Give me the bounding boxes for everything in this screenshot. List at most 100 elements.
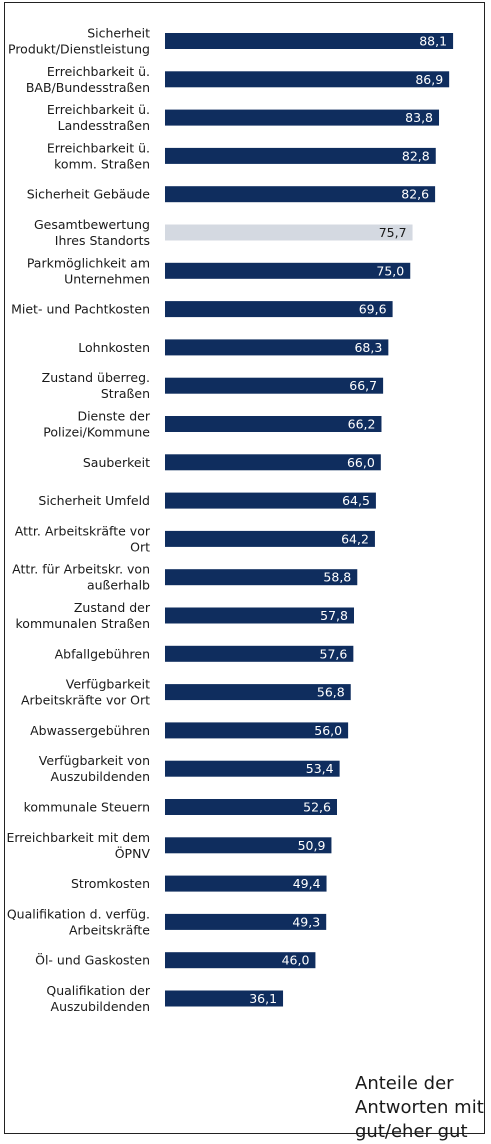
category-label: Auszubildenden xyxy=(51,769,150,784)
bar xyxy=(165,913,327,930)
category-label: Arbeitskräfte xyxy=(69,922,150,937)
bar xyxy=(165,301,393,318)
bar xyxy=(165,71,450,88)
bar xyxy=(165,875,327,892)
bar-value-label: 64,5 xyxy=(342,493,370,508)
bar-value-label: 52,6 xyxy=(303,800,331,815)
chart-note-line: Antworten mit xyxy=(355,1097,484,1118)
category-label: Auszubildenden xyxy=(51,999,150,1014)
bar-value-label: 66,2 xyxy=(348,417,376,432)
bar xyxy=(165,607,355,624)
bar xyxy=(165,109,440,126)
category-label: Erreichbarkeit mit dem xyxy=(6,830,150,845)
bar-value-label: 46,0 xyxy=(282,953,310,968)
bar-value-label: 86,9 xyxy=(415,72,443,87)
bar xyxy=(165,722,349,739)
bar-value-label: 53,4 xyxy=(306,761,334,776)
category-label: ÖPNV xyxy=(115,845,151,861)
bar-value-label: 56,0 xyxy=(314,723,342,738)
bar-value-label: 88,1 xyxy=(419,34,447,49)
bar-value-label: 49,3 xyxy=(292,914,320,929)
bar-value-label: 82,8 xyxy=(402,148,430,163)
category-label: Sicherheit Umfeld xyxy=(38,493,150,508)
category-label: Straßen xyxy=(101,386,150,401)
bar-value-label: 58,8 xyxy=(323,570,351,585)
chart-note-line: gut/eher gut xyxy=(355,1121,468,1142)
category-label: Polizei/Kommune xyxy=(43,425,150,440)
category-label: Öl- und Gaskosten xyxy=(35,952,150,968)
chart-note-line: Anteile der xyxy=(355,1073,454,1094)
bar xyxy=(165,454,381,471)
bar xyxy=(165,760,340,777)
bar xyxy=(165,684,351,701)
bar xyxy=(165,262,411,279)
category-label: Attr. Arbeitskräfte vor xyxy=(15,523,151,538)
bar xyxy=(165,147,436,164)
category-label: Gesamtbewertung xyxy=(34,217,150,232)
category-label: Verfügbarkeit von xyxy=(39,753,150,768)
category-label: Zustand überreg. xyxy=(42,370,150,385)
bar xyxy=(165,799,338,815)
category-label: Erreichbarkeit ü. xyxy=(47,102,150,117)
category-label: Abwassergebühren xyxy=(30,723,150,738)
category-label: Unternehmen xyxy=(64,271,150,286)
category-label: Qualifikation d. verfüg. xyxy=(7,906,150,921)
category-label: Zustand der xyxy=(74,600,151,615)
category-label: kommunalen Straßen xyxy=(16,616,150,631)
bar xyxy=(165,645,354,662)
bar xyxy=(165,33,454,49)
bar xyxy=(165,416,382,432)
category-label: Lohnkosten xyxy=(78,340,150,355)
category-label: Verfügbarkeit xyxy=(66,677,150,692)
category-label: Erreichbarkeit ü. xyxy=(47,64,150,79)
bar-value-label: 83,8 xyxy=(405,110,433,125)
bar-value-label: 68,3 xyxy=(354,340,382,355)
category-label: komm. Straßen xyxy=(54,156,150,171)
category-label: Dienste der xyxy=(77,409,150,424)
bar-value-label: 66,7 xyxy=(349,378,377,393)
bar-value-label: 36,1 xyxy=(249,991,277,1006)
category-label: Erreichbarkeit ü. xyxy=(47,140,150,155)
bar-value-label: 50,9 xyxy=(298,838,326,853)
bar-value-label: 64,2 xyxy=(341,531,369,546)
chart-note: Anteile der Antworten mit gut/eher gut xyxy=(355,1072,485,1144)
category-label: Landesstraßen xyxy=(58,118,150,133)
bar xyxy=(165,224,413,241)
bar xyxy=(165,492,376,509)
bar-value-label: 57,8 xyxy=(320,608,348,623)
category-label: Abfallgebühren xyxy=(55,646,150,661)
bar xyxy=(165,952,316,969)
category-label: Parkmöglichkeit am xyxy=(27,255,150,270)
category-label: außerhalb xyxy=(87,578,150,593)
bar xyxy=(165,186,436,203)
bar-value-label: 49,4 xyxy=(293,876,321,891)
bar xyxy=(165,377,384,394)
bar xyxy=(165,990,284,1007)
category-label: Arbeitskräfte vor Ort xyxy=(21,693,150,708)
category-label: Qualifikation der xyxy=(46,983,150,998)
bar-value-label: 75,7 xyxy=(379,225,407,240)
category-label: Miet- und Pachtkosten xyxy=(11,302,150,317)
category-label: Stromkosten xyxy=(71,876,150,891)
category-label: Produkt/Dienstleistung xyxy=(8,42,150,57)
category-label: BAB/Bundesstraßen xyxy=(26,80,150,95)
category-label: Ort xyxy=(130,539,150,554)
category-label: Sicherheit xyxy=(87,26,150,41)
bar-value-label: 56,8 xyxy=(317,685,345,700)
category-label: Ihres Standorts xyxy=(55,233,150,248)
bar xyxy=(165,569,358,586)
bar xyxy=(165,339,389,356)
bar xyxy=(165,530,375,547)
category-label: Sauberkeit xyxy=(83,455,150,470)
bar xyxy=(165,837,332,854)
bar-value-label: 75,0 xyxy=(376,263,404,278)
chart-frame xyxy=(4,2,485,1134)
bar-value-label: 82,6 xyxy=(401,187,429,202)
bar-value-label: 57,6 xyxy=(320,646,348,661)
category-label: Attr. für Arbeitskr. von xyxy=(12,562,150,577)
bar-value-label: 66,0 xyxy=(347,455,375,470)
bar-value-label: 69,6 xyxy=(359,302,387,317)
category-label: Sicherheit Gebäude xyxy=(27,187,151,202)
category-label: kommunale Steuern xyxy=(24,800,150,815)
